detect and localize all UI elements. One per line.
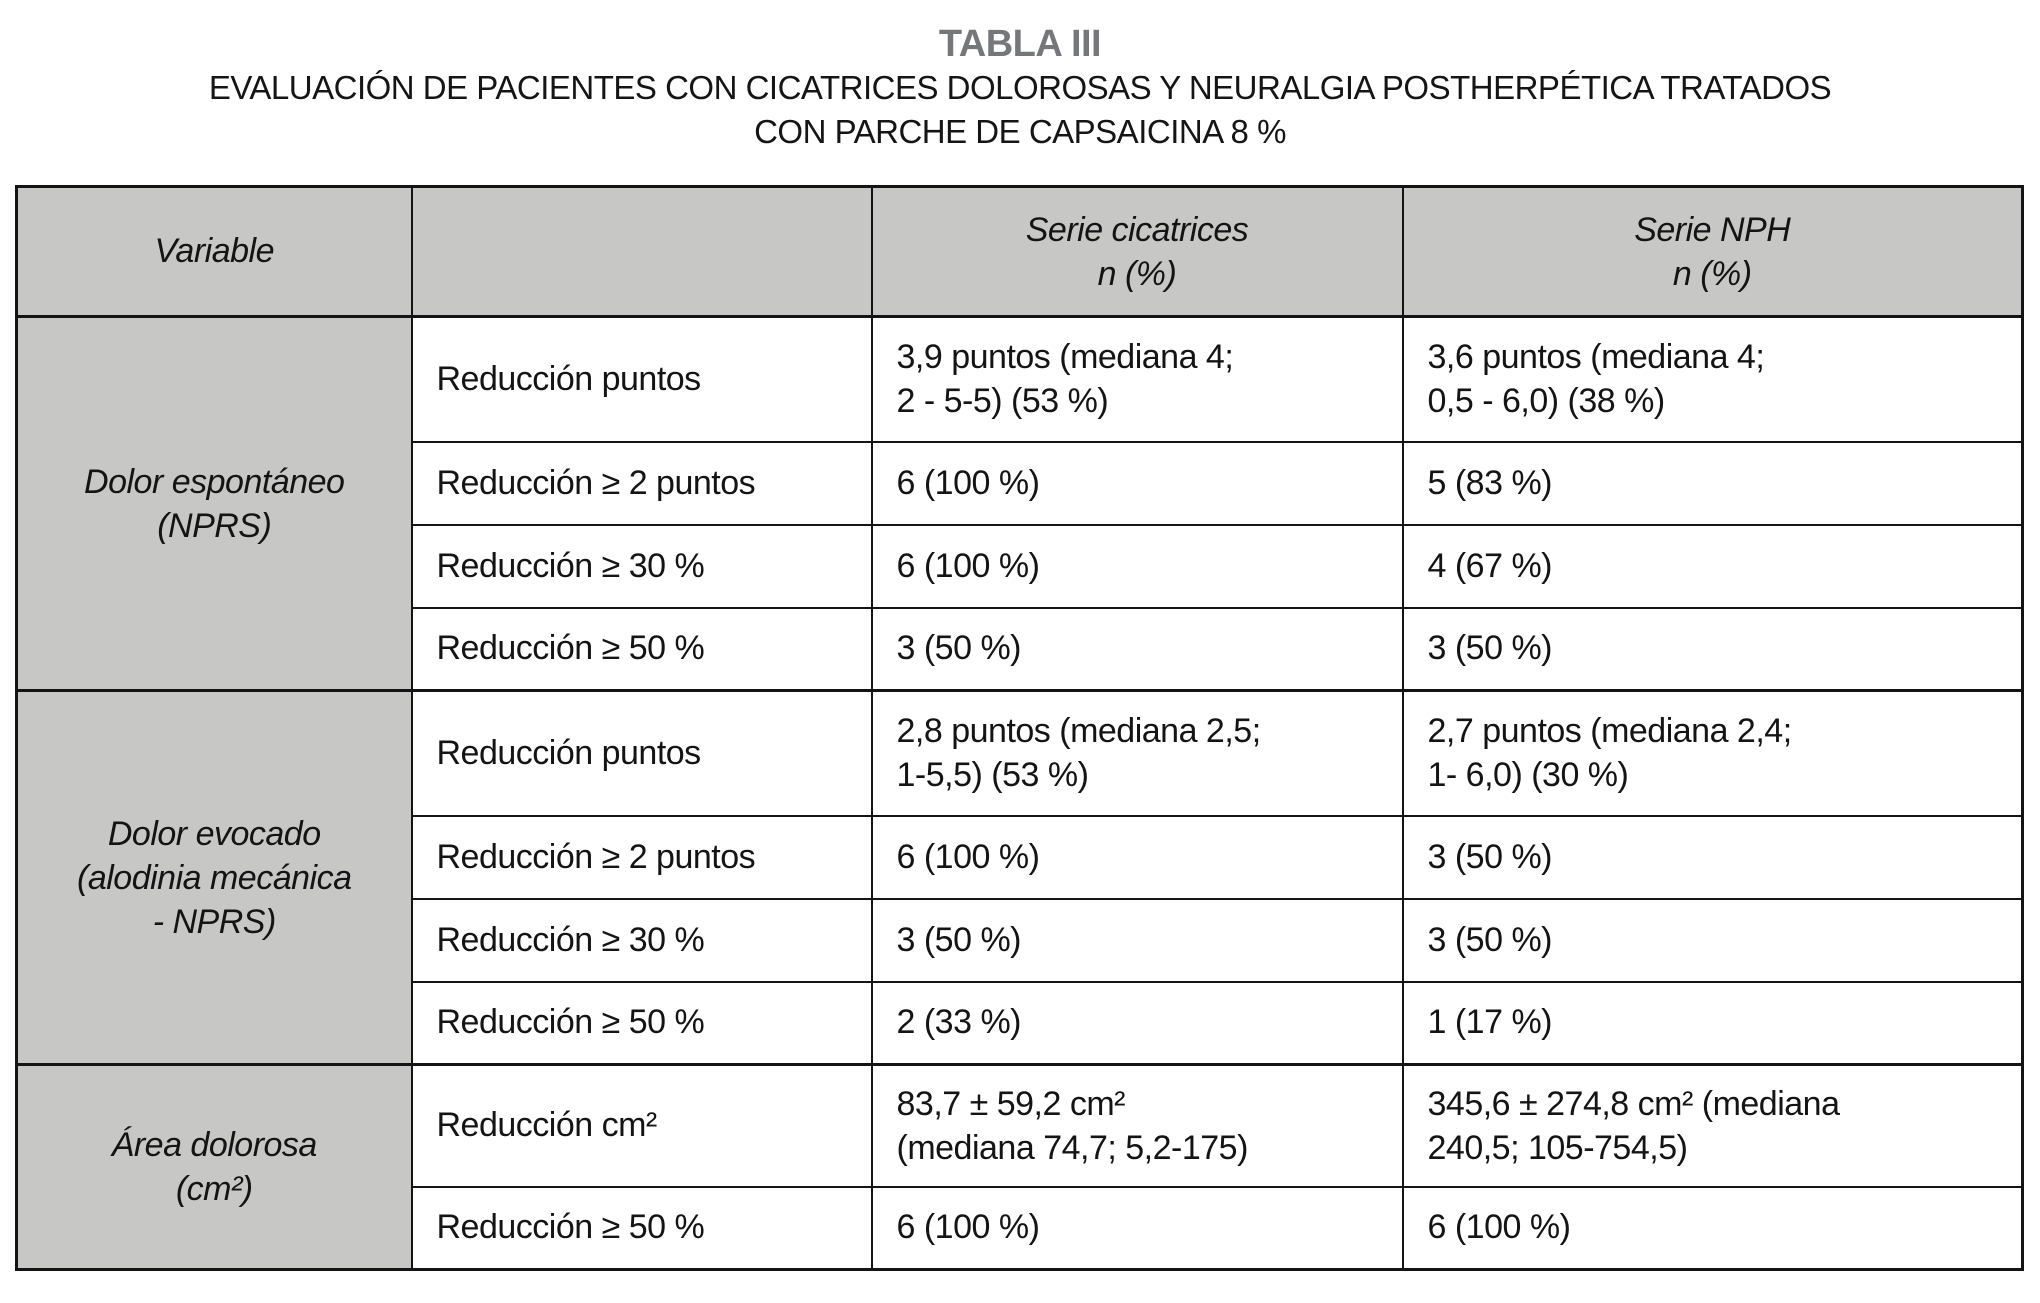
table-row: Reducción ≥ 30 % 6 (100 %) 4 (67 %) [17, 523, 2024, 609]
measure-cell: Reducción cm² [410, 1063, 873, 1188]
variable-group-cell-area-dolorosa: Área dolorosa (cm²) [15, 1063, 413, 1271]
cicatrices-value-cell: 6 (100 %) [870, 1185, 1404, 1271]
header-serie-nph-line1: Serie NPH [1634, 210, 1791, 249]
title-block: TABLA III EVALUACIÓN DE PACIENTES CON CI… [0, 22, 2040, 154]
value-line: 1-5,5) (53 %) [896, 756, 1089, 795]
header-serie-cicatrices-line2: n (%) [1097, 254, 1177, 293]
table-row: Reducción ≥ 2 puntos 6 (100 %) 5 (83 %) [17, 440, 2024, 526]
cicatrices-value-cell: 83,7 ± 59,2 cm² (mediana 74,7; 5,2-175) [870, 1063, 1404, 1188]
table-row: Reducción ≥ 2 puntos 6 (100 %) 3 (50 %) [17, 814, 2024, 900]
header-serie-cicatrices: Serie cicatrices n (%) [870, 185, 1404, 318]
variable-line: (alodinia mecánica [77, 858, 352, 897]
value-line: 2,7 puntos (mediana 2,4; [1427, 712, 1793, 751]
nph-value-cell: 3 (50 %) [1401, 606, 2024, 692]
nph-value-cell: 345,6 ± 274,8 cm² (mediana 240,5; 105-75… [1401, 1063, 2024, 1188]
value-line: 2 - 5-5) (53 %) [896, 382, 1109, 421]
table-row: Dolor espontáneo (NPRS) Reducción puntos… [15, 315, 2024, 692]
table-header-row: Variable Serie cicatrices n (%) Serie NP… [15, 185, 2024, 318]
nph-value-cell: 5 (83 %) [1401, 440, 2024, 526]
table-row: Reducción ≥ 50 % 6 (100 %) 6 (100 %) [17, 1185, 2024, 1271]
measure-cell: Reducción ≥ 50 % [410, 606, 873, 692]
table-row: Reducción ≥ 50 % 2 (33 %) 1 (17 %) [17, 980, 2024, 1066]
measure-cell: Reducción ≥ 50 % [410, 980, 873, 1066]
measure-cell: Reducción ≥ 30 % [410, 523, 873, 609]
measure-cell: Reducción ≥ 2 puntos [410, 440, 873, 526]
measure-cell: Reducción ≥ 50 % [410, 1185, 873, 1271]
measure-cell: Reducción ≥ 30 % [410, 897, 873, 983]
variable-line: Dolor evocado [107, 814, 321, 853]
variable-line: Área dolorosa [111, 1126, 318, 1164]
cicatrices-value-cell: 6 (100 %) [870, 523, 1404, 609]
cicatrices-value-cell: 3,9 puntos (mediana 4; 2 - 5-5) (53 %) [870, 315, 1404, 443]
variable-line: Dolor espontáneo [84, 462, 345, 501]
nph-value-cell: 3 (50 %) [1401, 897, 2024, 983]
cicatrices-value-cell: 6 (100 %) [870, 814, 1404, 900]
measure-cell: Reducción puntos [410, 689, 873, 817]
value-line: 240,5; 105-754,5) [1427, 1128, 1688, 1167]
table-subtitle-line-1: EVALUACIÓN DE PACIENTES CON CICATRICES D… [208, 69, 1832, 106]
value-line: 1- 6,0) (30 %) [1427, 756, 1629, 795]
header-variable: Variable [15, 185, 413, 318]
cicatrices-value-cell: 3 (50 %) [870, 606, 1404, 692]
value-line: 2,8 puntos (mediana 2,5; [896, 712, 1262, 751]
value-line: 3,9 puntos (mediana 4; [896, 338, 1234, 377]
value-line: 3,6 puntos (mediana 4; [1427, 338, 1765, 377]
value-line: 0,5 - 6,0) (38 %) [1427, 382, 1666, 421]
cicatrices-value-cell: 2 (33 %) [870, 980, 1404, 1066]
nph-value-cell: 6 (100 %) [1401, 1185, 2024, 1271]
nph-value-cell: 2,7 puntos (mediana 2,4; 1- 6,0) (30 %) [1401, 689, 2024, 817]
measure-cell: Reducción puntos [410, 315, 873, 443]
variable-line: (NPRS) [157, 506, 272, 545]
value-line: 83,7 ± 59,2 cm² [896, 1084, 1126, 1123]
table-row: Reducción ≥ 50 % 3 (50 %) 3 (50 %) [17, 606, 2024, 692]
variable-group-cell-dolor-evocado: Dolor evocado (alodinia mecánica - NPRS) [15, 689, 413, 1066]
variable-group-cell-dolor-espontaneo: Dolor espontáneo (NPRS) [15, 315, 413, 692]
nph-value-cell: 4 (67 %) [1401, 523, 2024, 609]
value-line: 345,6 ± 274,8 cm² (mediana [1427, 1084, 1840, 1123]
variable-line: - NPRS) [152, 902, 277, 941]
table-number-title: TABLA III [938, 23, 1102, 65]
header-serie-nph-line2: n (%) [1672, 254, 1752, 293]
value-line: (mediana 74,7; 5,2-175) [896, 1128, 1249, 1167]
table-row: Área dolorosa (cm²) Reducción cm² 83,7 ±… [15, 1063, 2024, 1271]
cicatrices-value-cell: 3 (50 %) [870, 897, 1404, 983]
header-serie-nph: Serie NPH n (%) [1401, 185, 2024, 318]
variable-line: (cm²) [175, 1170, 253, 1208]
cicatrices-value-cell: 2,8 puntos (mediana 2,5; 1-5,5) (53 %) [870, 689, 1404, 817]
nph-value-cell: 3,6 puntos (mediana 4; 0,5 - 6,0) (38 %) [1401, 315, 2024, 443]
results-table: Variable Serie cicatrices n (%) Serie NP… [15, 185, 2024, 1271]
measure-cell: Reducción ≥ 2 puntos [410, 814, 873, 900]
header-serie-cicatrices-line1: Serie cicatrices [1025, 210, 1249, 249]
nph-value-cell: 1 (17 %) [1401, 980, 2024, 1066]
header-subvariable-empty [410, 185, 873, 318]
table-row: Dolor evocado (alodinia mecánica - NPRS)… [15, 689, 2024, 1066]
nph-value-cell: 3 (50 %) [1401, 814, 2024, 900]
table-subtitle-line-2: CON PARCHE DE CAPSAICINA 8 % [754, 113, 1286, 150]
cicatrices-value-cell: 6 (100 %) [870, 440, 1404, 526]
table-row: Reducción ≥ 30 % 3 (50 %) 3 (50 %) [17, 897, 2024, 983]
